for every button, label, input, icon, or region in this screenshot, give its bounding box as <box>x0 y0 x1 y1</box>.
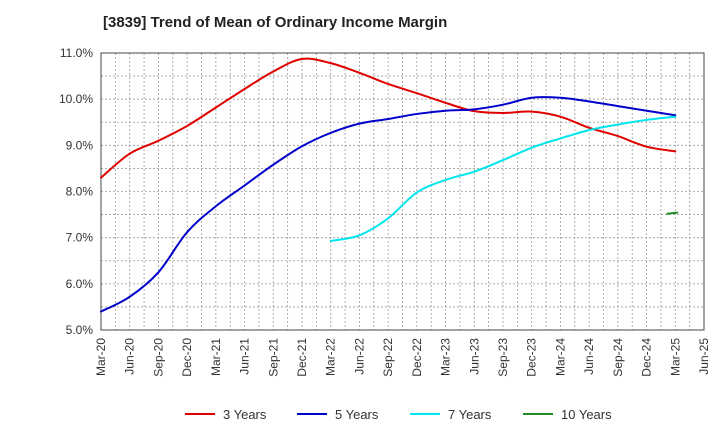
x-tick-label: Jun-22 <box>352 338 366 375</box>
y-tick-label: 5.0% <box>66 323 94 337</box>
x-tick-label: Jun-24 <box>582 338 596 375</box>
x-tick-label: Dec-23 <box>525 338 539 377</box>
legend-label: 5 Years <box>335 407 379 422</box>
x-tick-label: Jun-25 <box>697 338 711 375</box>
x-tick-label: Sep-21 <box>266 338 280 377</box>
y-tick-label: 10.0% <box>59 92 93 106</box>
legend-label: 10 Years <box>561 407 612 422</box>
x-tick-label: Sep-22 <box>381 338 395 377</box>
x-tick-label: Mar-25 <box>668 338 682 376</box>
y-tick-label: 9.0% <box>66 138 94 152</box>
series-line-10-years <box>666 211 679 215</box>
plot-frame <box>100 52 705 331</box>
x-tick-label: Mar-23 <box>439 338 453 376</box>
y-tick-label: 6.0% <box>66 277 94 291</box>
x-tick-label: Jun-20 <box>123 338 137 375</box>
x-tick-label: Mar-21 <box>209 338 223 376</box>
x-tick-label: Sep-20 <box>151 338 165 377</box>
x-tick-label: Dec-20 <box>180 338 194 377</box>
x-tick-label: Sep-23 <box>496 338 510 377</box>
series-line-5-years <box>100 96 677 313</box>
x-tick-label: Mar-22 <box>324 338 338 376</box>
chart-title: [3839] Trend of Mean of Ordinary Income … <box>103 14 448 31</box>
x-tick-label: Dec-24 <box>640 338 654 377</box>
x-tick-label: Mar-24 <box>553 338 567 376</box>
x-tick-label: Jun-21 <box>238 338 252 375</box>
y-tick-label: 8.0% <box>66 185 94 199</box>
legend-label: 3 Years <box>223 407 267 422</box>
y-tick-label: 7.0% <box>66 231 94 245</box>
series-line-7-years <box>329 115 677 242</box>
x-tick-label: Sep-24 <box>611 338 625 377</box>
x-tick-label: Dec-21 <box>295 338 309 377</box>
legend-label: 7 Years <box>448 407 492 422</box>
y-tick-label: 11.0% <box>60 46 93 60</box>
x-tick-label: Mar-20 <box>94 338 108 376</box>
x-tick-label: Dec-22 <box>410 338 424 377</box>
series-line-3-years <box>100 57 677 179</box>
x-tick-label: Jun-23 <box>467 338 481 375</box>
